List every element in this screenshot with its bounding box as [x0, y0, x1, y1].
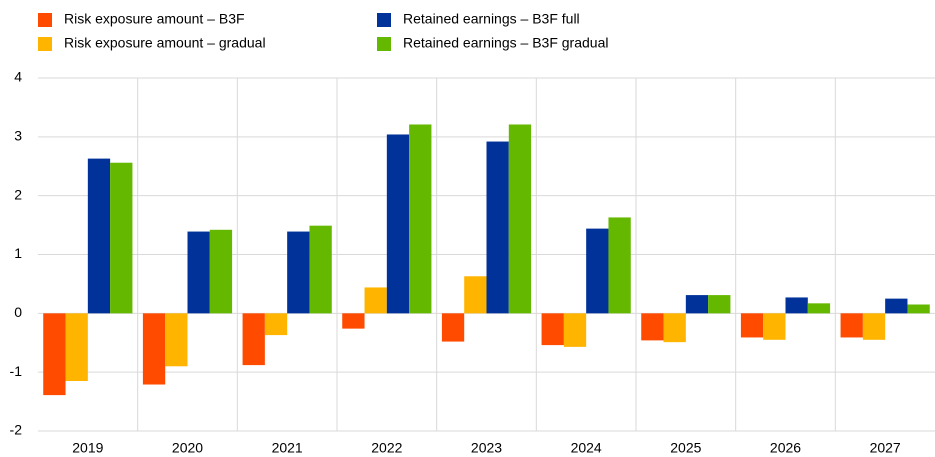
- bar: [541, 313, 564, 346]
- y-tick-label: 4: [14, 69, 22, 85]
- x-tick-label: 2019: [72, 440, 103, 456]
- bar: [785, 297, 808, 314]
- x-tick-label: 2024: [571, 440, 602, 456]
- bar: [862, 313, 886, 340]
- bar: [65, 313, 88, 381]
- bar: [641, 313, 664, 341]
- x-tick-label: 2022: [371, 440, 402, 456]
- bar: [309, 225, 332, 314]
- bar: [486, 141, 509, 314]
- bar: [807, 303, 831, 314]
- legend-label: Risk exposure amount – gradual: [64, 35, 266, 51]
- bar: [409, 124, 432, 314]
- x-tick-label: 2027: [870, 440, 901, 456]
- bar: [464, 276, 487, 314]
- legend-swatch: [38, 13, 52, 27]
- bar: [187, 231, 210, 314]
- bar: [685, 295, 709, 314]
- bar: [287, 231, 310, 314]
- bar: [508, 124, 532, 314]
- bar: [364, 287, 387, 314]
- y-tick-label: 1: [14, 245, 22, 261]
- bar: [264, 313, 288, 336]
- y-tick-label: 2: [14, 186, 22, 202]
- y-tick-label: -2: [10, 422, 23, 438]
- bar: [209, 229, 233, 314]
- legend-label: Retained earnings – B3F full: [403, 11, 580, 27]
- bar: [386, 134, 410, 314]
- y-tick-label: 0: [14, 304, 22, 320]
- legend-label: Risk exposure amount – B3F: [64, 11, 245, 27]
- bar: [87, 158, 111, 314]
- bar: [608, 217, 631, 314]
- x-tick-label: 2025: [670, 440, 701, 456]
- bar: [708, 295, 731, 314]
- bar: [165, 313, 188, 367]
- legend-swatch: [377, 37, 391, 51]
- bar: [563, 313, 587, 347]
- bar: [907, 304, 930, 314]
- bar: [342, 313, 365, 329]
- bar: [110, 162, 133, 314]
- x-tick-label: 2026: [770, 440, 801, 456]
- legend-label: Retained earnings – B3F gradual: [403, 35, 608, 51]
- bar: [242, 313, 265, 366]
- bar: [142, 313, 166, 385]
- bar: [586, 228, 609, 314]
- bar: [763, 313, 786, 340]
- bar: [43, 313, 66, 396]
- bar: [840, 313, 863, 338]
- y-tick-label: 3: [14, 128, 22, 144]
- bar: [885, 298, 908, 314]
- bar: [441, 313, 465, 342]
- bar: [663, 313, 686, 343]
- x-tick-label: 2023: [471, 440, 502, 456]
- x-tick-label: 2021: [272, 440, 303, 456]
- legend-swatch: [377, 13, 391, 27]
- x-tick-label: 2020: [172, 440, 203, 456]
- y-tick-label: -1: [10, 363, 23, 379]
- legend-swatch: [38, 37, 52, 51]
- bar: [740, 313, 764, 338]
